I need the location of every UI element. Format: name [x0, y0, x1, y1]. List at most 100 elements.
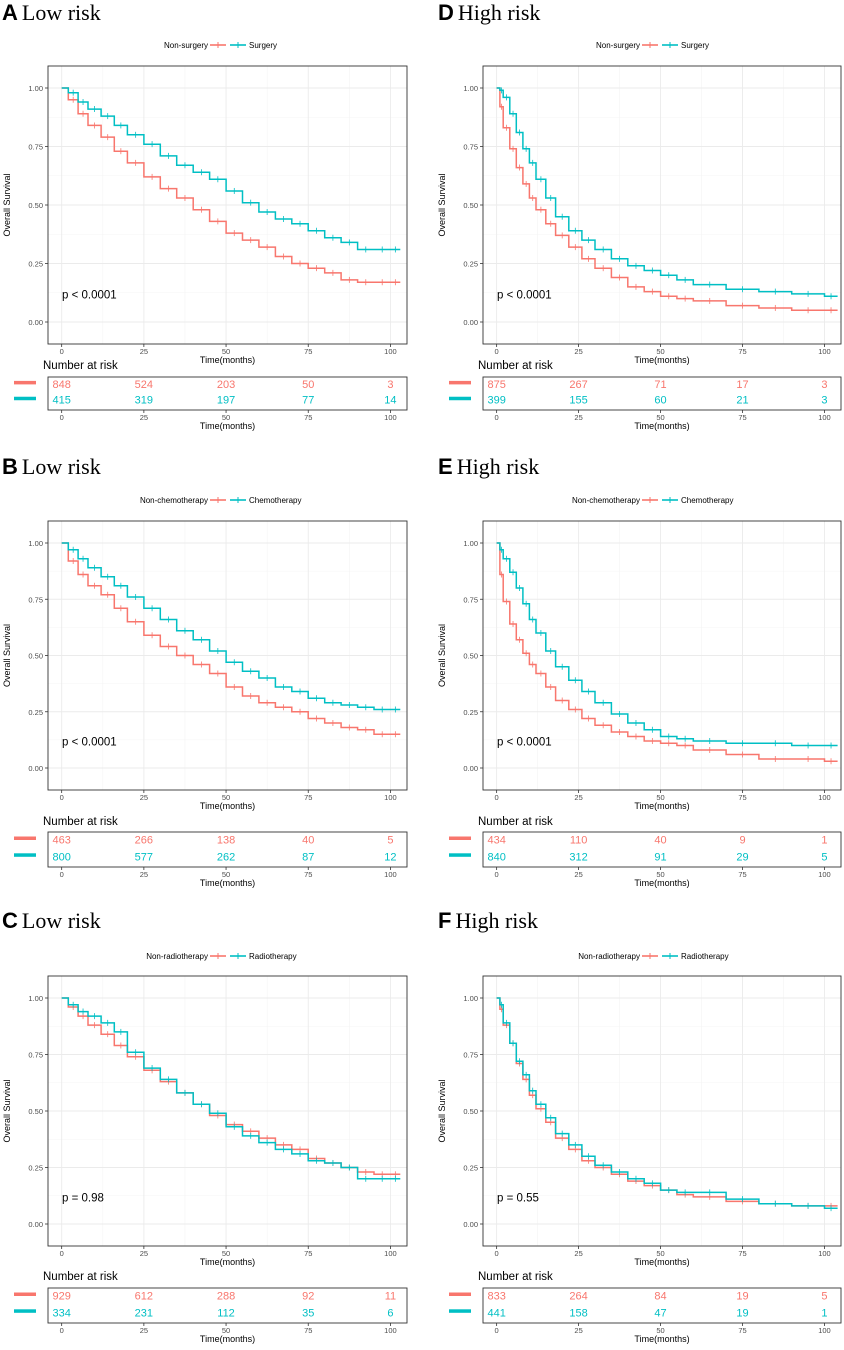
y-tick-label: 0.25: [28, 1164, 43, 1173]
risk-count: 77: [302, 395, 314, 407]
risk-count: 929: [52, 1291, 70, 1303]
p-value: p < 0.0001: [497, 737, 552, 749]
y-tick-label: 0.75: [463, 143, 478, 152]
legend-label: Radiotherapy: [249, 952, 297, 961]
x-tick-label: 0: [60, 1326, 64, 1335]
x-tick-label: 75: [304, 347, 312, 356]
risk-count: 288: [217, 1291, 235, 1303]
survival-curve-group1: [496, 87, 838, 312]
risk-count: 5: [821, 851, 827, 863]
risk-table: Number at risk 929 612 288 92 11 334 231 112 35 6 0…: [14, 1271, 408, 1344]
x-tick-label: 25: [574, 413, 582, 422]
x-tick-label: 50: [656, 1249, 664, 1258]
x-tick-label: 75: [304, 413, 312, 422]
risk-row-key: [14, 1309, 36, 1313]
risk-count: 875: [487, 379, 505, 391]
y-tick-label: 0.00: [463, 764, 478, 773]
y-tick-label: 0.50: [463, 201, 478, 210]
panel-title: B Low risk: [2, 454, 101, 479]
risk-count: 50: [302, 379, 314, 391]
x-axis-title: Time(months): [200, 1334, 255, 1344]
panel-title: F High risk: [438, 908, 538, 933]
risk-count: 112: [217, 1307, 235, 1319]
y-tick-label: 1.00: [463, 539, 478, 548]
risk-count: 800: [52, 851, 70, 863]
risk-count: 399: [487, 395, 505, 407]
legend-label: Non-radiotherapy: [146, 952, 208, 961]
y-axis-title: Overall Survival: [2, 624, 12, 687]
x-axis-title: Time(months): [200, 878, 255, 888]
risk-row-key: [449, 1292, 471, 1296]
x-tick-label: 0: [60, 347, 64, 356]
panel-letter: E: [438, 454, 453, 479]
x-tick-label: 50: [222, 1326, 230, 1335]
y-axis-title: Overall Survival: [437, 173, 447, 236]
risk-count: 848: [52, 379, 70, 391]
y-tick-label: 0.50: [463, 652, 478, 661]
x-tick-label: 75: [304, 1326, 312, 1335]
survival-curve-group2: [496, 542, 838, 747]
x-tick-label: 50: [656, 870, 664, 879]
panel-letter: B: [2, 454, 18, 479]
risk-count: 264: [569, 1291, 587, 1303]
risk-table: Number at risk 875 267 71 17 3 399 155 60 21 3 0 25 5…: [449, 360, 842, 431]
risk-table-frame: [47, 376, 408, 411]
x-tick-label: 75: [738, 870, 746, 879]
x-tick-label: 0: [60, 413, 64, 422]
x-tick-label: 25: [574, 793, 582, 802]
risk-count: 21: [736, 395, 748, 407]
x-tick-label: 0: [495, 1249, 499, 1258]
panel-title: C Low risk: [2, 908, 101, 933]
y-axis-title: Overall Survival: [2, 173, 12, 236]
km-panel-c: C Low risk Non-radiotherapy Radiotherapy 0.0…: [2, 908, 408, 1344]
panel-title-text: High risk: [458, 0, 541, 25]
p-value: p = 0.98: [62, 1192, 104, 1204]
km-panel-d: D High risk Non-surgery Surgery 0.00 0.25 0.50…: [437, 0, 842, 431]
x-tick-label: 25: [574, 1326, 582, 1335]
survival-curve-group1: [61, 87, 401, 283]
y-tick-label: 0.00: [28, 764, 43, 773]
km-panel-f: F High risk Non-radiotherapy Radiotherapy 0.…: [437, 908, 842, 1344]
p-value: p < 0.0001: [62, 290, 117, 302]
legend-label: Radiotherapy: [681, 952, 729, 961]
y-tick-label: 0.75: [463, 1051, 478, 1060]
km-panel-b: B Low risk Non-chemotherapy Chemotherapy 0.0…: [2, 454, 408, 888]
x-tick-label: 50: [656, 1326, 664, 1335]
x-tick-label: 25: [574, 870, 582, 879]
p-value: p < 0.0001: [497, 290, 552, 302]
x-tick-label: 100: [384, 793, 397, 802]
risk-count: 60: [654, 395, 666, 407]
x-tick-label: 25: [140, 1249, 148, 1258]
risk-count: 40: [654, 835, 666, 847]
panel-title-text: Low risk: [22, 0, 101, 25]
x-tick-label: 100: [818, 1326, 831, 1335]
risk-count: 840: [487, 851, 505, 863]
risk-count: 415: [52, 395, 70, 407]
x-axis-title: Time(months): [634, 421, 689, 431]
risk-count: 267: [569, 379, 587, 391]
x-tick-label: 0: [60, 793, 64, 802]
risk-count: 35: [302, 1307, 314, 1319]
risk-count: 47: [654, 1307, 666, 1319]
x-tick-label: 25: [574, 347, 582, 356]
risk-table-title: Number at risk: [478, 1271, 553, 1283]
risk-row-key: [14, 396, 36, 401]
survival-curve-group2: [61, 997, 401, 1180]
x-tick-label: 50: [656, 793, 664, 802]
x-tick-label: 0: [495, 347, 499, 356]
x-tick-label: 50: [222, 793, 230, 802]
x-tick-label: 50: [656, 347, 664, 356]
risk-count: 17: [736, 379, 748, 391]
x-tick-label: 100: [818, 870, 831, 879]
risk-table-frame: [482, 831, 842, 868]
legend-label: Chemotherapy: [249, 496, 301, 505]
risk-count: 524: [135, 379, 153, 391]
x-axis-title: Time(months): [200, 801, 255, 811]
x-tick-label: 50: [222, 413, 230, 422]
y-tick-label: 0.75: [28, 1051, 43, 1060]
x-axis-title: Time(months): [200, 1257, 255, 1267]
risk-table-title: Number at risk: [478, 360, 553, 372]
x-axis-title: Time(months): [634, 1334, 689, 1344]
y-tick-label: 0.25: [463, 708, 478, 717]
x-tick-label: 100: [384, 413, 397, 422]
